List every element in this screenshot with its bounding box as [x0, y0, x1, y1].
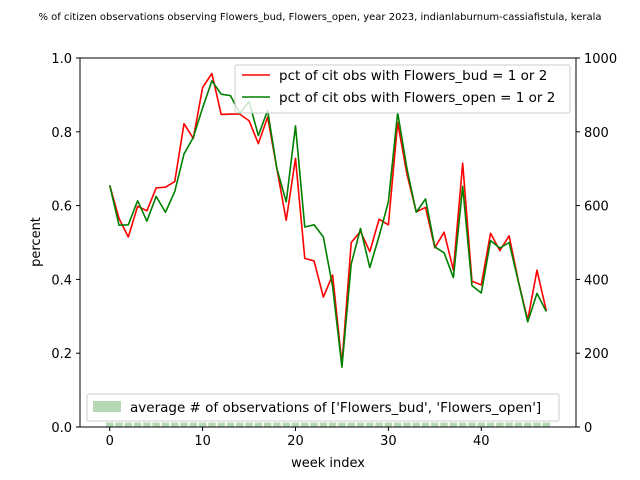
observation-bar [403, 422, 411, 427]
observation-bar [542, 422, 550, 427]
observation-bar [356, 422, 365, 427]
observation-bar [180, 422, 188, 427]
chart-title: % of citizen observations observing Flow… [39, 12, 602, 23]
observation-bar [514, 422, 523, 427]
y-tick-label: 1.0 [51, 52, 72, 67]
observation-bar [291, 422, 300, 427]
x-axis: 0 10 20 30 40 [106, 427, 490, 449]
observation-bar [486, 422, 495, 427]
observation-bar [393, 422, 402, 427]
observation-bar [236, 422, 244, 427]
observation-bar [440, 422, 448, 427]
y2-tick-label: 800 [584, 126, 609, 141]
observation-bar [263, 422, 272, 427]
x-axis-label: week index [291, 456, 365, 471]
legend-bars: average # of observations of ['Flowers_b… [86, 393, 560, 422]
observation-bar [310, 422, 318, 427]
observation-bar [143, 422, 151, 427]
observation-bar [496, 422, 504, 427]
observation-bar [245, 422, 253, 427]
observation-bars [106, 422, 550, 427]
observation-bar [523, 422, 532, 427]
x-tick-label: 10 [194, 434, 211, 449]
y-tick-label: 0.0 [51, 421, 72, 436]
observation-bar [254, 422, 263, 427]
x-tick-label: 20 [287, 434, 304, 449]
y2-tick-label: 600 [584, 200, 609, 215]
observation-bar [328, 422, 337, 427]
observation-bar [282, 422, 290, 427]
y-axis-left: 0.0 0.2 0.4 0.6 0.8 1.0 [51, 52, 80, 436]
observation-bar [171, 422, 179, 427]
plot-frame [79, 57, 577, 428]
legend-label-observations: average # of observations of ['Flowers_b… [130, 400, 541, 416]
series-line-0 [108, 72, 548, 366]
observation-bar [161, 422, 170, 427]
y-tick-label: 0.6 [51, 200, 72, 215]
legend-swatch-observations [93, 401, 121, 412]
y-tick-label: 0.8 [51, 126, 72, 141]
observation-bar [124, 422, 133, 427]
observation-bar [115, 422, 123, 427]
observation-bar [347, 422, 355, 427]
x-tick-label: 40 [473, 434, 490, 449]
x-tick-label: 0 [106, 434, 114, 449]
observation-bar [338, 422, 346, 427]
observation-bar [106, 422, 114, 427]
y-axis-right: 0 200 400 600 800 1000 [576, 52, 617, 436]
legend-label-open: pct of cit obs with Flowers_open = 1 or … [279, 90, 555, 106]
legend-label-bud: pct of cit obs with Flowers_bud = 1 or 2 [279, 68, 547, 84]
y2-tick-label: 400 [584, 273, 609, 288]
y2-tick-label: 0 [584, 421, 592, 436]
y2-tick-label: 1000 [584, 52, 617, 67]
legend-lines: pct of cit obs with Flowers_bud = 1 or 2… [234, 64, 571, 114]
observation-bar [458, 422, 467, 427]
observation-bar [273, 422, 281, 427]
observation-bar [152, 422, 160, 427]
observation-bar [319, 422, 328, 427]
observation-bar [412, 422, 420, 427]
observation-bar [384, 422, 393, 427]
legend-lines-box [234, 64, 571, 114]
y-tick-label: 0.4 [51, 273, 72, 288]
observation-bar [449, 422, 458, 427]
x-tick-label: 30 [380, 434, 397, 449]
observation-bar [505, 422, 513, 427]
observation-bar [208, 422, 216, 427]
legend-bars-box [86, 393, 560, 422]
observation-bar [533, 422, 541, 427]
y-axis-label: percent [29, 217, 44, 267]
observation-bar [431, 422, 439, 427]
observation-bar [133, 422, 142, 427]
observation-bar [366, 422, 374, 427]
series-lines [108, 72, 548, 369]
observation-bar [189, 422, 198, 427]
observation-bar [421, 422, 430, 427]
observation-bar [198, 422, 207, 427]
series-line-1 [108, 80, 547, 369]
y2-tick-label: 200 [584, 347, 609, 362]
observation-bar [468, 422, 476, 427]
observation-bar [375, 422, 383, 427]
observation-bar [217, 422, 225, 427]
observation-bar [226, 422, 235, 427]
y-tick-label: 0.2 [51, 347, 72, 362]
observation-bar [477, 422, 485, 427]
observation-bar [301, 422, 309, 427]
